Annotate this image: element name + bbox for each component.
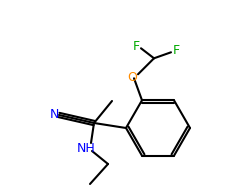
Text: N: N: [49, 108, 59, 121]
Text: NH: NH: [77, 142, 95, 155]
Text: O: O: [127, 71, 137, 84]
Text: F: F: [172, 44, 180, 57]
Text: F: F: [132, 40, 139, 53]
